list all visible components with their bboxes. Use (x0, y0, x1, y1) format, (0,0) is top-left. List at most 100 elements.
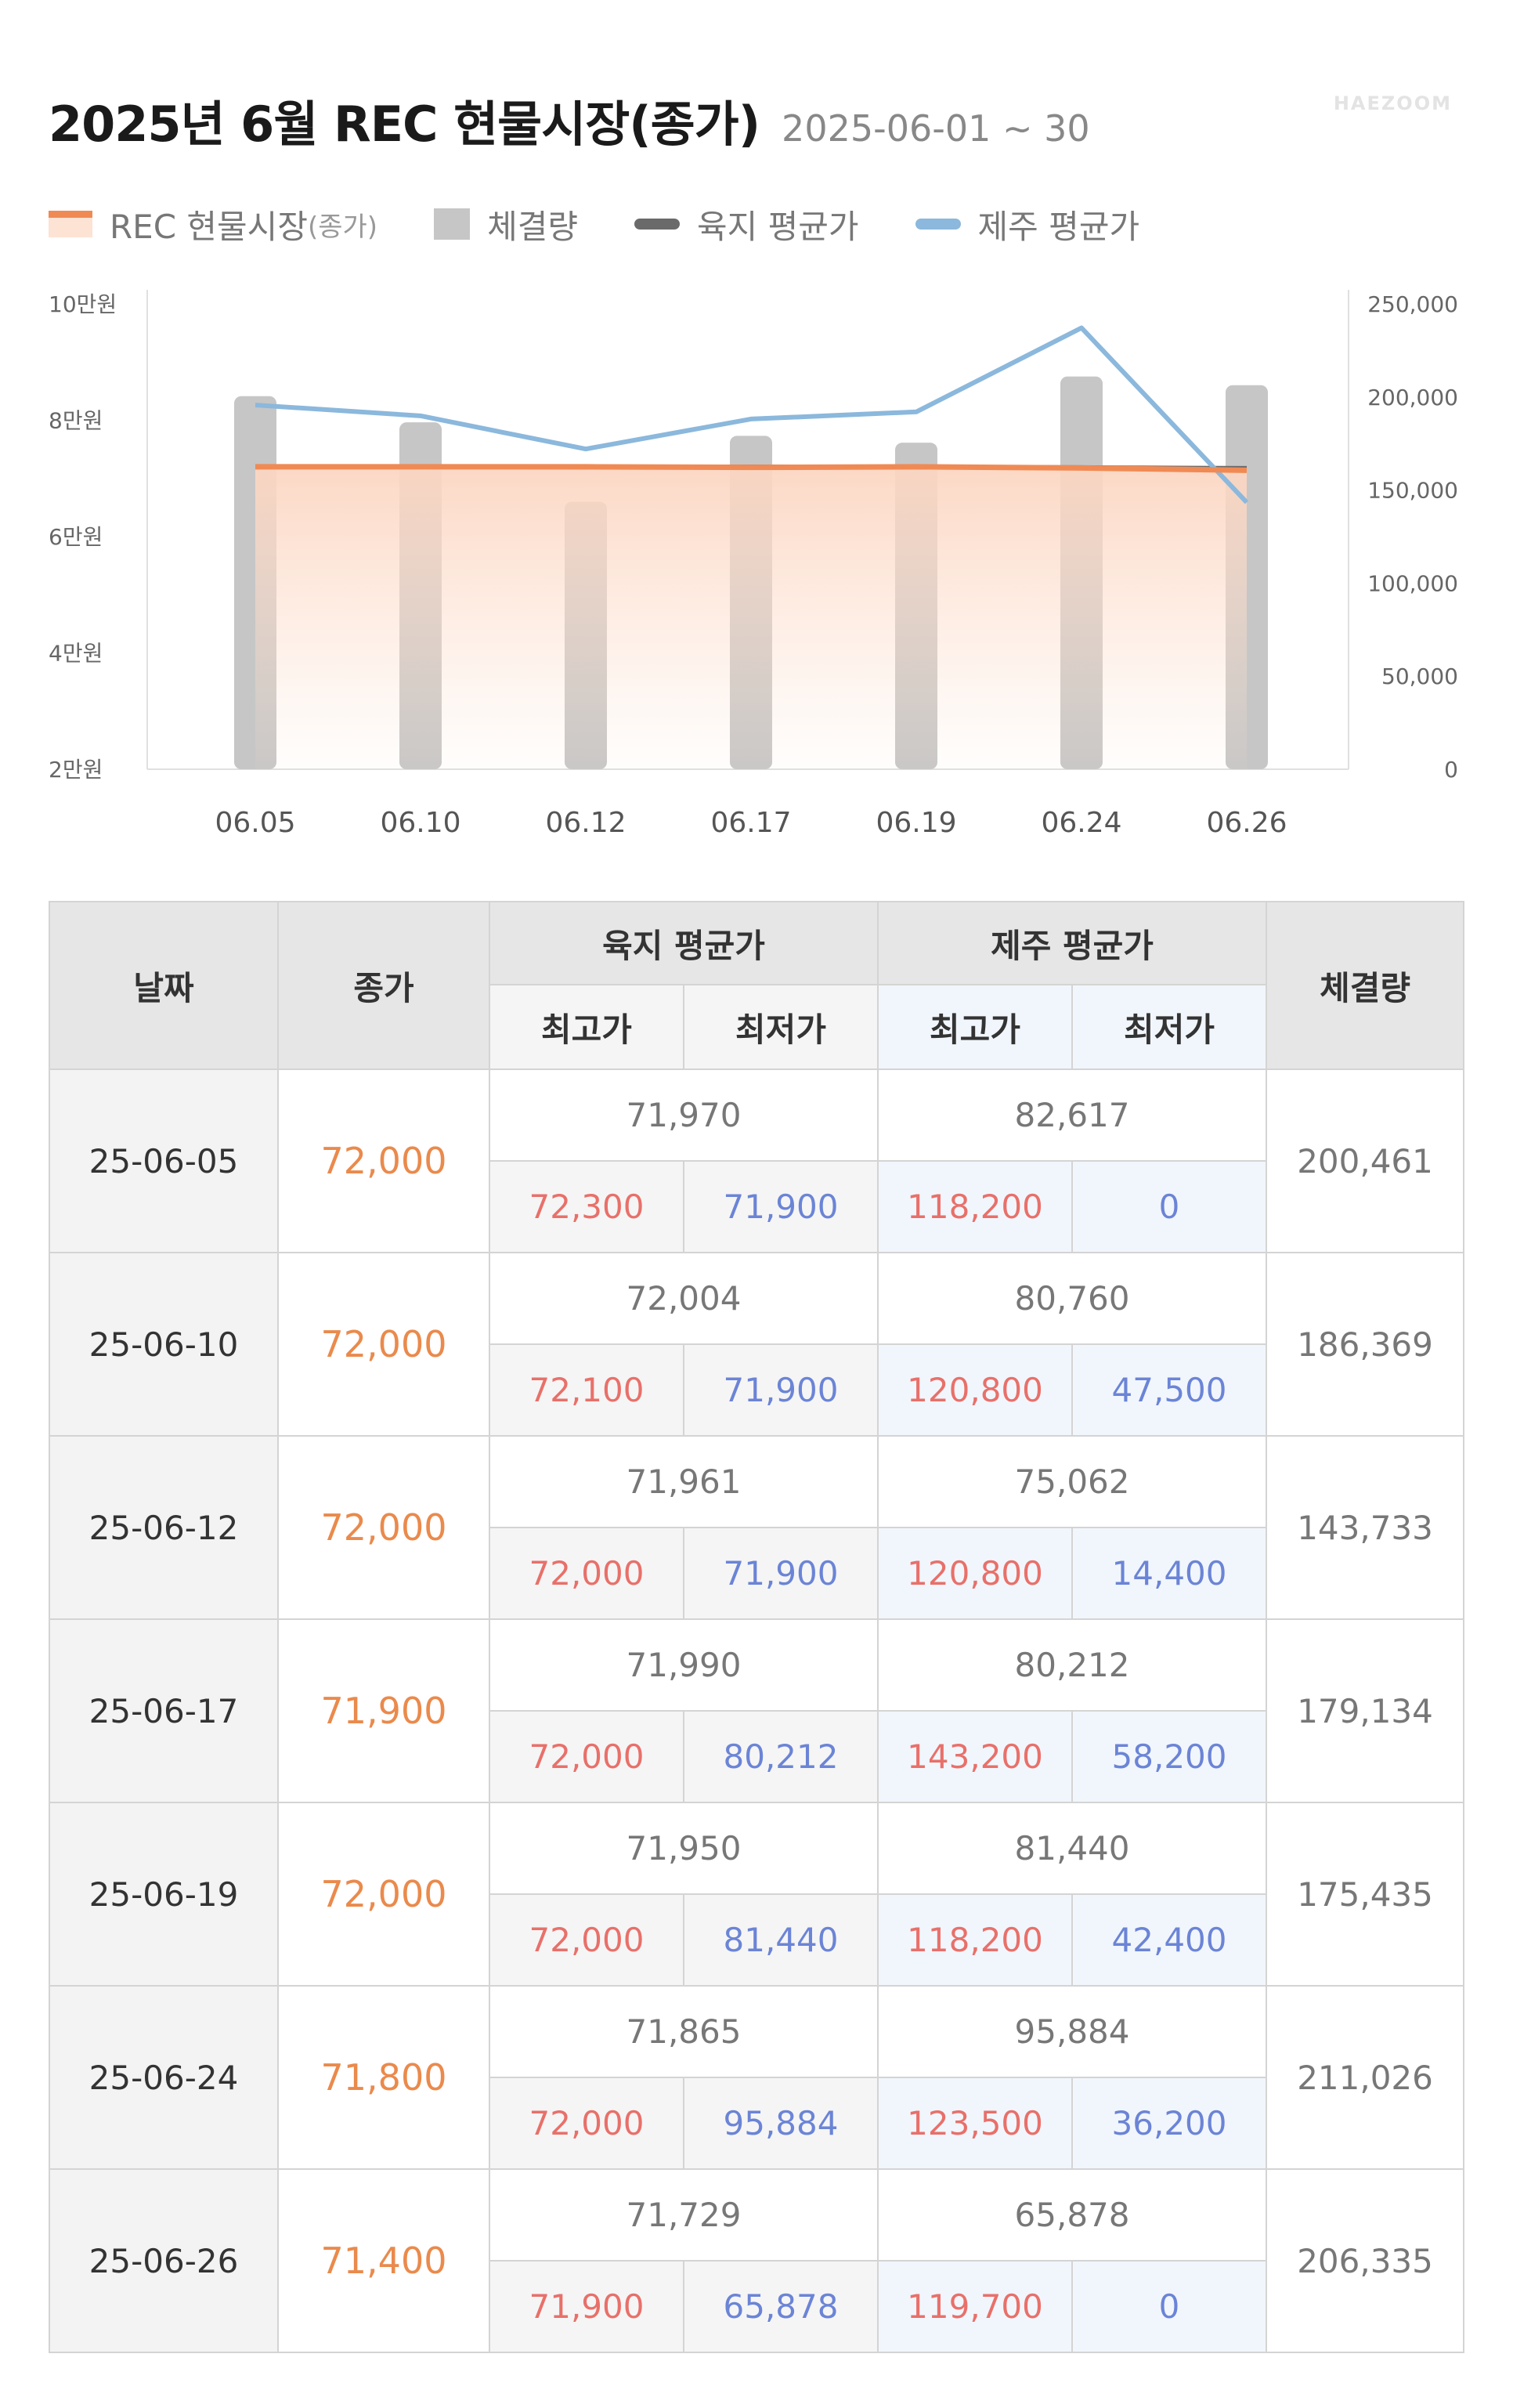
legend-item-jeju: 제주 평균가 (915, 201, 1140, 248)
cell-volume: 175,435 (1266, 1802, 1465, 1987)
chart-legend: REC 현물시장 (종가) 체결량 육지 평균가 제주 평균가 (49, 201, 1196, 248)
cell-mainland-high: 72,100 (489, 1343, 684, 1437)
cell-mainland-low: 71,900 (682, 1527, 879, 1620)
cell-volume: 143,733 (1266, 1435, 1465, 1620)
x-tick-label: 06.24 (1041, 807, 1121, 839)
jeju-avg-line (255, 325, 1249, 504)
cell-mainland-avg: 71,950 (488, 1802, 879, 1895)
cell-volume: 179,134 (1266, 1618, 1465, 1803)
legend-label-volume: 체결량 (487, 207, 578, 246)
cell-mainland-high: 72,000 (489, 2077, 684, 2170)
y-left-tick-label: 4만원 (49, 641, 103, 667)
y-left-tick-label: 6만원 (49, 524, 103, 550)
header-jeju-high: 최고가 (877, 984, 1074, 1070)
table-row: 25-06-17 71,900 71,990 80,212 179,134 (49, 1618, 1465, 1803)
price-table: 날짜 종가 육지 평균가 제주 평균가 체결량 최고가 최저가 최고가 최저가 … (49, 901, 1465, 2353)
cell-close: 72,000 (277, 1435, 490, 1620)
table-body: 25-06-05 72,000 71,970 82,617 200,461 72,300 7… (49, 1068, 1465, 2353)
cell-mainland-low: 65,878 (682, 2260, 879, 2353)
y-right-tick-label: 50,000 (1381, 663, 1458, 689)
cell-mainland-avg: 71,865 (488, 1985, 879, 2078)
rec-area (255, 466, 1247, 769)
cell-mainland-high: 72,000 (489, 1527, 684, 1620)
legend-label-rec: REC 현물시장 (110, 207, 308, 246)
table-row-minmax: 72,000 81,440 118,200 42,400 (49, 1893, 1464, 1987)
date-range: 2025-06-01 ~ 30 (782, 107, 1090, 150)
cell-mainland-avg: 71,970 (488, 1068, 879, 1162)
cell-close: 71,800 (277, 1985, 490, 2170)
table-row: 25-06-24 71,800 71,865 95,884 211,026 (49, 1985, 1465, 2170)
y-right-tick-label: 250,000 (1367, 291, 1458, 317)
table-row-minmax: 71,900 65,878 119,700 0 (49, 2260, 1464, 2353)
header-mainland-high: 최고가 (489, 984, 684, 1070)
cell-jeju-low: 14,400 (1071, 1527, 1268, 1620)
right-axis-ticks: 250,000 200,000 150,000 100,000 50,000 0 (1367, 291, 1458, 783)
cell-close: 72,000 (277, 1252, 490, 1437)
rec-area-fill (255, 466, 1247, 769)
cell-date: 25-06-26 (49, 2168, 279, 2353)
cell-volume: 211,026 (1266, 1985, 1465, 2170)
y-right-tick-label: 100,000 (1367, 570, 1458, 596)
legend-label-jeju: 제주 평균가 (977, 207, 1140, 246)
cell-jeju-high: 123,500 (877, 2077, 1074, 2170)
legend-item-volume: 체결량 (434, 201, 578, 248)
cell-date: 25-06-10 (49, 1252, 279, 1437)
header-volume: 체결량 (1266, 901, 1465, 1070)
table-row: 25-06-10 72,000 72,004 80,760 186,369 (49, 1252, 1465, 1437)
cell-jeju-low: 58,200 (1071, 1710, 1268, 1803)
cell-jeju-high: 118,200 (877, 1160, 1074, 1253)
x-tick-label: 06.19 (876, 807, 956, 839)
table-row: 25-06-05 72,000 71,970 82,617 200,461 (49, 1068, 1465, 1253)
cell-jeju-avg: 82,617 (877, 1068, 1268, 1162)
legend-item-mainland: 육지 평균가 (634, 201, 859, 248)
x-axis-ticks: 06.05 06.10 06.12 06.17 06.19 06.24 06.26 (215, 807, 1287, 839)
cell-volume: 186,369 (1266, 1252, 1465, 1437)
header-date: 날짜 (49, 901, 279, 1070)
cell-date: 25-06-12 (49, 1435, 279, 1620)
cell-date: 25-06-24 (49, 1985, 279, 2170)
cell-jeju-high: 120,800 (877, 1527, 1074, 1620)
cell-jeju-avg: 75,062 (877, 1435, 1268, 1528)
table-row: 25-06-26 71,400 71,729 65,878 206,335 (49, 2168, 1465, 2353)
table-row-minmax: 72,000 80,212 143,200 58,200 (49, 1710, 1464, 1803)
cell-close: 72,000 (277, 1802, 490, 1987)
cell-jeju-avg: 80,212 (877, 1618, 1268, 1712)
legend-swatch-jeju (915, 219, 961, 230)
table-row-minmax: 72,000 71,900 120,800 14,400 (49, 1527, 1464, 1620)
header-jeju: 제주 평균가 (877, 901, 1268, 985)
table-row: 25-06-12 72,000 71,961 75,062 143,733 (49, 1435, 1465, 1620)
cell-mainland-high: 72,000 (489, 1710, 684, 1803)
cell-jeju-avg: 95,884 (877, 1985, 1268, 2078)
header-close: 종가 (277, 901, 490, 1070)
cell-jeju-high: 120,800 (877, 1343, 1074, 1437)
cell-jeju-low: 36,200 (1071, 2077, 1268, 2170)
y-left-tick-label: 8만원 (49, 408, 103, 434)
cell-mainland-high: 72,000 (489, 1893, 684, 1987)
cell-close: 72,000 (277, 1068, 490, 1253)
cell-mainland-high: 72,300 (489, 1160, 684, 1253)
title-row: 2025년 6월 REC 현물시장(종가) 2025-06-01 ~ 30 (49, 85, 1090, 155)
legend-swatch-volume (434, 208, 471, 240)
cell-jeju-avg: 81,440 (877, 1802, 1268, 1895)
x-tick-label: 06.10 (380, 807, 460, 839)
cell-mainland-low: 71,900 (682, 1160, 879, 1253)
cell-mainland-avg: 71,990 (488, 1618, 879, 1712)
x-tick-label: 06.12 (545, 807, 626, 839)
y-right-tick-label: 0 (1444, 757, 1458, 783)
cell-date: 25-06-17 (49, 1618, 279, 1803)
cell-date: 25-06-19 (49, 1802, 279, 1987)
cell-mainland-high: 71,900 (489, 2260, 684, 2353)
cell-jeju-avg: 80,760 (877, 1252, 1268, 1345)
y-left-tick-label: 10만원 (49, 291, 117, 317)
table-row-minmax: 72,300 71,900 118,200 0 (49, 1160, 1464, 1253)
cell-jeju-low: 0 (1071, 1160, 1268, 1253)
y-right-tick-label: 150,000 (1367, 478, 1458, 504)
x-tick-label: 06.17 (710, 807, 791, 839)
header-mainland: 육지 평균가 (488, 901, 879, 985)
cell-close: 71,400 (277, 2168, 490, 2353)
cell-mainland-avg: 71,961 (488, 1435, 879, 1528)
y-left-tick-label: 2만원 (49, 757, 103, 783)
cell-mainland-low: 71,900 (682, 1343, 879, 1437)
table-row-minmax: 72,100 71,900 120,800 47,500 (49, 1343, 1464, 1437)
cell-jeju-high: 118,200 (877, 1893, 1074, 1987)
